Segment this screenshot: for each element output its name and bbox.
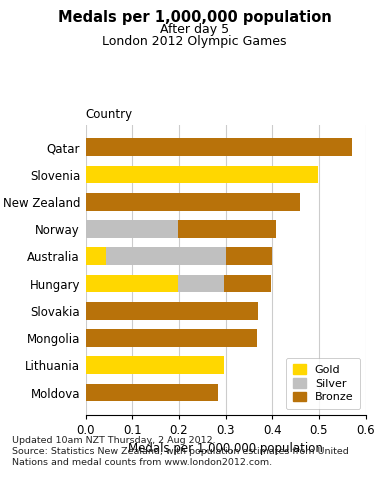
Bar — [86, 275, 177, 293]
Bar — [86, 220, 177, 238]
Text: London 2012 Olympic Games: London 2012 Olympic Games — [102, 35, 287, 48]
Bar — [177, 275, 224, 293]
Text: Medals per 1,000,000 population: Medals per 1,000,000 population — [58, 10, 331, 25]
Bar — [86, 302, 258, 320]
Bar — [86, 166, 317, 184]
Text: Source: Statistics New Zealand, with population estimates from United: Source: Statistics New Zealand, with pop… — [12, 447, 349, 456]
Bar — [224, 275, 271, 293]
Bar — [86, 193, 300, 211]
Bar — [86, 247, 106, 265]
Bar — [226, 247, 272, 265]
Text: Nations and medal counts from www.london2012.com.: Nations and medal counts from www.london… — [12, 458, 272, 468]
Bar — [86, 384, 218, 402]
Bar — [86, 329, 257, 347]
Text: After day 5: After day 5 — [160, 23, 229, 36]
Legend: Gold, Silver, Bronze: Gold, Silver, Bronze — [286, 358, 360, 409]
Bar — [86, 138, 352, 156]
Bar — [106, 247, 226, 265]
Bar — [86, 356, 224, 374]
Text: Updated 10am NZT Thursday, 2 Aug 2012.: Updated 10am NZT Thursday, 2 Aug 2012. — [12, 436, 215, 445]
Text: Country: Country — [86, 108, 133, 121]
X-axis label: Medals per 1,000,000 population: Medals per 1,000,000 population — [128, 442, 323, 455]
Bar — [177, 220, 275, 238]
